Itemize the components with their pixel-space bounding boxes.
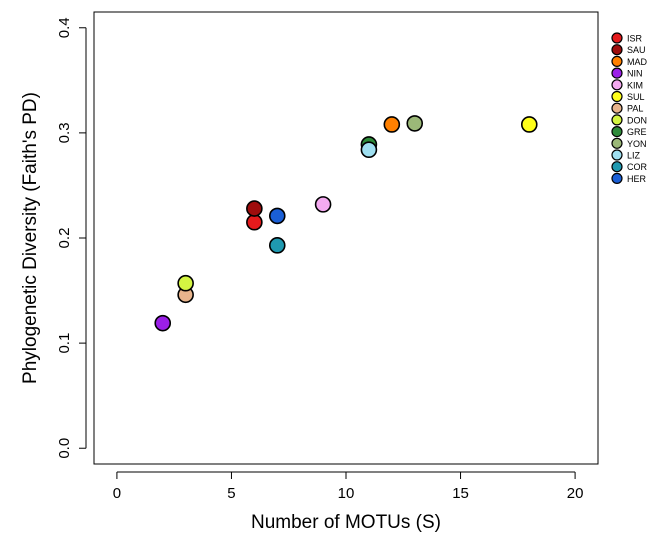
y-tick-label: 0.4 (56, 17, 73, 38)
x-axis-title: Number of MOTUs (S) (251, 512, 441, 533)
legend-label: SAU (627, 45, 646, 55)
legend-label: SUL (627, 92, 645, 102)
legend-label: ISR (627, 34, 643, 44)
data-point (314, 196, 332, 213)
y-tick-label: 0.0 (56, 438, 73, 459)
y-axis: 0.0 0.1 0.2 0.3 0.4 (56, 17, 87, 459)
data-point (154, 314, 172, 332)
data-point (520, 116, 538, 133)
data-point (177, 274, 194, 292)
legend-marker (611, 114, 623, 126)
legend-marker (611, 32, 623, 44)
data-point (246, 213, 263, 231)
legend-label: DON (627, 115, 647, 125)
y-axis-title: Phylogenetic Diversity (Faith's PD) (20, 92, 41, 384)
data-point (268, 237, 286, 254)
x-axis: 0 5 10 15 20 (113, 471, 584, 502)
legend-label: MAD (627, 57, 648, 67)
data-point (406, 115, 424, 132)
legend-marker (611, 161, 623, 173)
x-tick-label: 0 (113, 485, 121, 502)
data-point (383, 116, 401, 133)
legend-marker (611, 67, 623, 79)
legend-marker (611, 102, 623, 114)
y-tick-label: 0.3 (56, 122, 73, 143)
legend-marker (611, 90, 623, 103)
data-point (246, 200, 263, 217)
legend-marker (611, 44, 623, 56)
legend-marker (611, 126, 623, 138)
x-tick-label: 15 (452, 485, 469, 502)
legend-marker (611, 79, 623, 91)
legend-label: NIN (627, 69, 643, 79)
plot-frame (93, 11, 599, 465)
legend-label: YON (627, 139, 647, 149)
y-tick-label: 0.1 (56, 333, 73, 354)
legend-marker (611, 149, 623, 161)
legend-marker (611, 172, 623, 184)
legend-label: GRE (627, 127, 647, 137)
legend-label: PAL (627, 104, 643, 114)
data-points (154, 115, 538, 332)
legend-marker (611, 55, 623, 68)
x-tick-label: 10 (338, 485, 355, 502)
legend-label: HER (627, 174, 647, 184)
legend-label: COR (627, 162, 648, 172)
x-tick-label: 5 (227, 485, 235, 502)
legend-label: LIZ (627, 151, 641, 161)
data-point (268, 207, 286, 225)
legend-marker (611, 137, 623, 149)
data-point (360, 141, 378, 159)
x-tick-label: 20 (567, 485, 584, 502)
legend-label: KIM (627, 80, 643, 90)
y-tick-label: 0.2 (56, 228, 73, 249)
